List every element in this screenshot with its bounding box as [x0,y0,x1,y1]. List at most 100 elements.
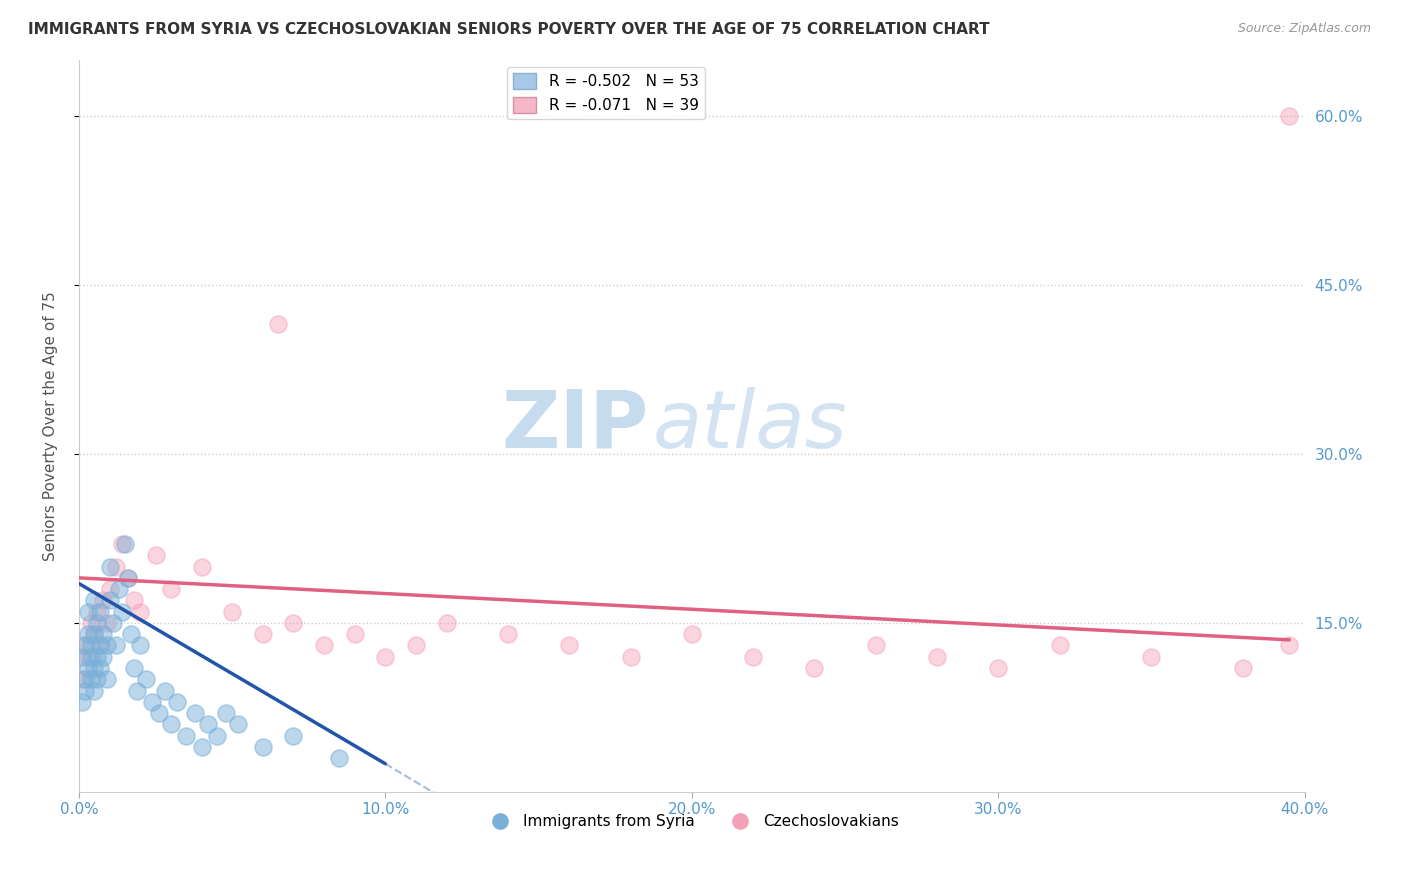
Point [77,605,100,619]
Point [145,549,167,563]
Point [77,649,100,664]
Point [328,751,350,765]
Point [80,615,103,630]
Point [283,615,305,630]
Point [1278,639,1301,653]
Point [104,639,127,653]
Point [267,318,290,332]
Point [93,593,115,607]
Point [70,695,93,709]
Point [111,537,134,551]
Text: IMMIGRANTS FROM SYRIA VS CZECHOSLOVAKIAN SENIORS POVERTY OVER THE AGE OF 75 CORR: IMMIGRANTS FROM SYRIA VS CZECHOSLOVAKIAN… [28,22,990,37]
Point [215,706,238,720]
Point [1049,639,1071,653]
Point [148,706,170,720]
Point [122,593,145,607]
Point [104,559,127,574]
Point [96,673,118,687]
Point [75,673,97,687]
Point [86,605,108,619]
Point [405,639,427,653]
Point [98,559,121,574]
Point [226,717,249,731]
Point [86,615,108,630]
Point [98,582,121,596]
Point [96,615,118,630]
Text: atlas: atlas [652,387,848,465]
Y-axis label: Seniors Poverty Over the Age of 75: Seniors Poverty Over the Age of 75 [44,291,58,561]
Point [190,559,212,574]
Point [221,605,243,619]
Point [252,627,274,641]
Point [77,627,100,641]
Point [117,571,139,585]
Point [343,627,366,641]
Point [252,739,274,754]
Point [89,661,111,675]
Point [436,615,458,630]
Point [86,673,108,687]
Point [114,537,136,551]
Point [80,673,103,687]
Point [89,605,111,619]
Legend: Immigrants from Syria, Czechoslovakians: Immigrants from Syria, Czechoslovakians [478,808,905,836]
Point [83,683,105,698]
Text: Source: ZipAtlas.com: Source: ZipAtlas.com [1237,22,1371,36]
Point [205,729,228,743]
Point [96,639,118,653]
Point [120,627,142,641]
Point [93,627,115,641]
Point [558,639,581,653]
Point [75,639,97,653]
Point [166,695,188,709]
Point [496,627,519,641]
Point [1278,109,1301,123]
Point [129,639,152,653]
Point [1232,661,1254,675]
Point [374,649,396,664]
Point [122,661,145,675]
Point [93,649,115,664]
Point [77,661,100,675]
Point [117,571,139,585]
Point [86,649,108,664]
Point [987,661,1010,675]
Point [70,649,93,664]
Point [127,683,149,698]
Point [80,649,103,664]
Point [619,649,641,664]
Point [283,729,305,743]
Point [89,639,111,653]
Point [314,639,336,653]
Point [865,639,887,653]
Point [70,673,93,687]
Point [83,661,105,675]
Point [197,717,219,731]
Point [135,673,157,687]
Point [174,729,197,743]
Point [75,639,97,653]
Text: ZIP: ZIP [502,387,650,465]
Point [75,683,97,698]
Point [190,739,212,754]
Point [681,627,703,641]
Point [925,649,948,664]
Point [83,627,105,641]
Point [184,706,207,720]
Point [141,695,163,709]
Point [107,582,129,596]
Point [160,582,183,596]
Point [153,683,176,698]
Point [1140,649,1163,664]
Point [111,605,134,619]
Point [101,615,124,630]
Point [83,627,105,641]
Point [98,593,121,607]
Point [160,717,183,731]
Point [89,639,111,653]
Point [129,605,152,619]
Point [80,639,103,653]
Point [803,661,825,675]
Point [742,649,765,664]
Point [83,593,105,607]
